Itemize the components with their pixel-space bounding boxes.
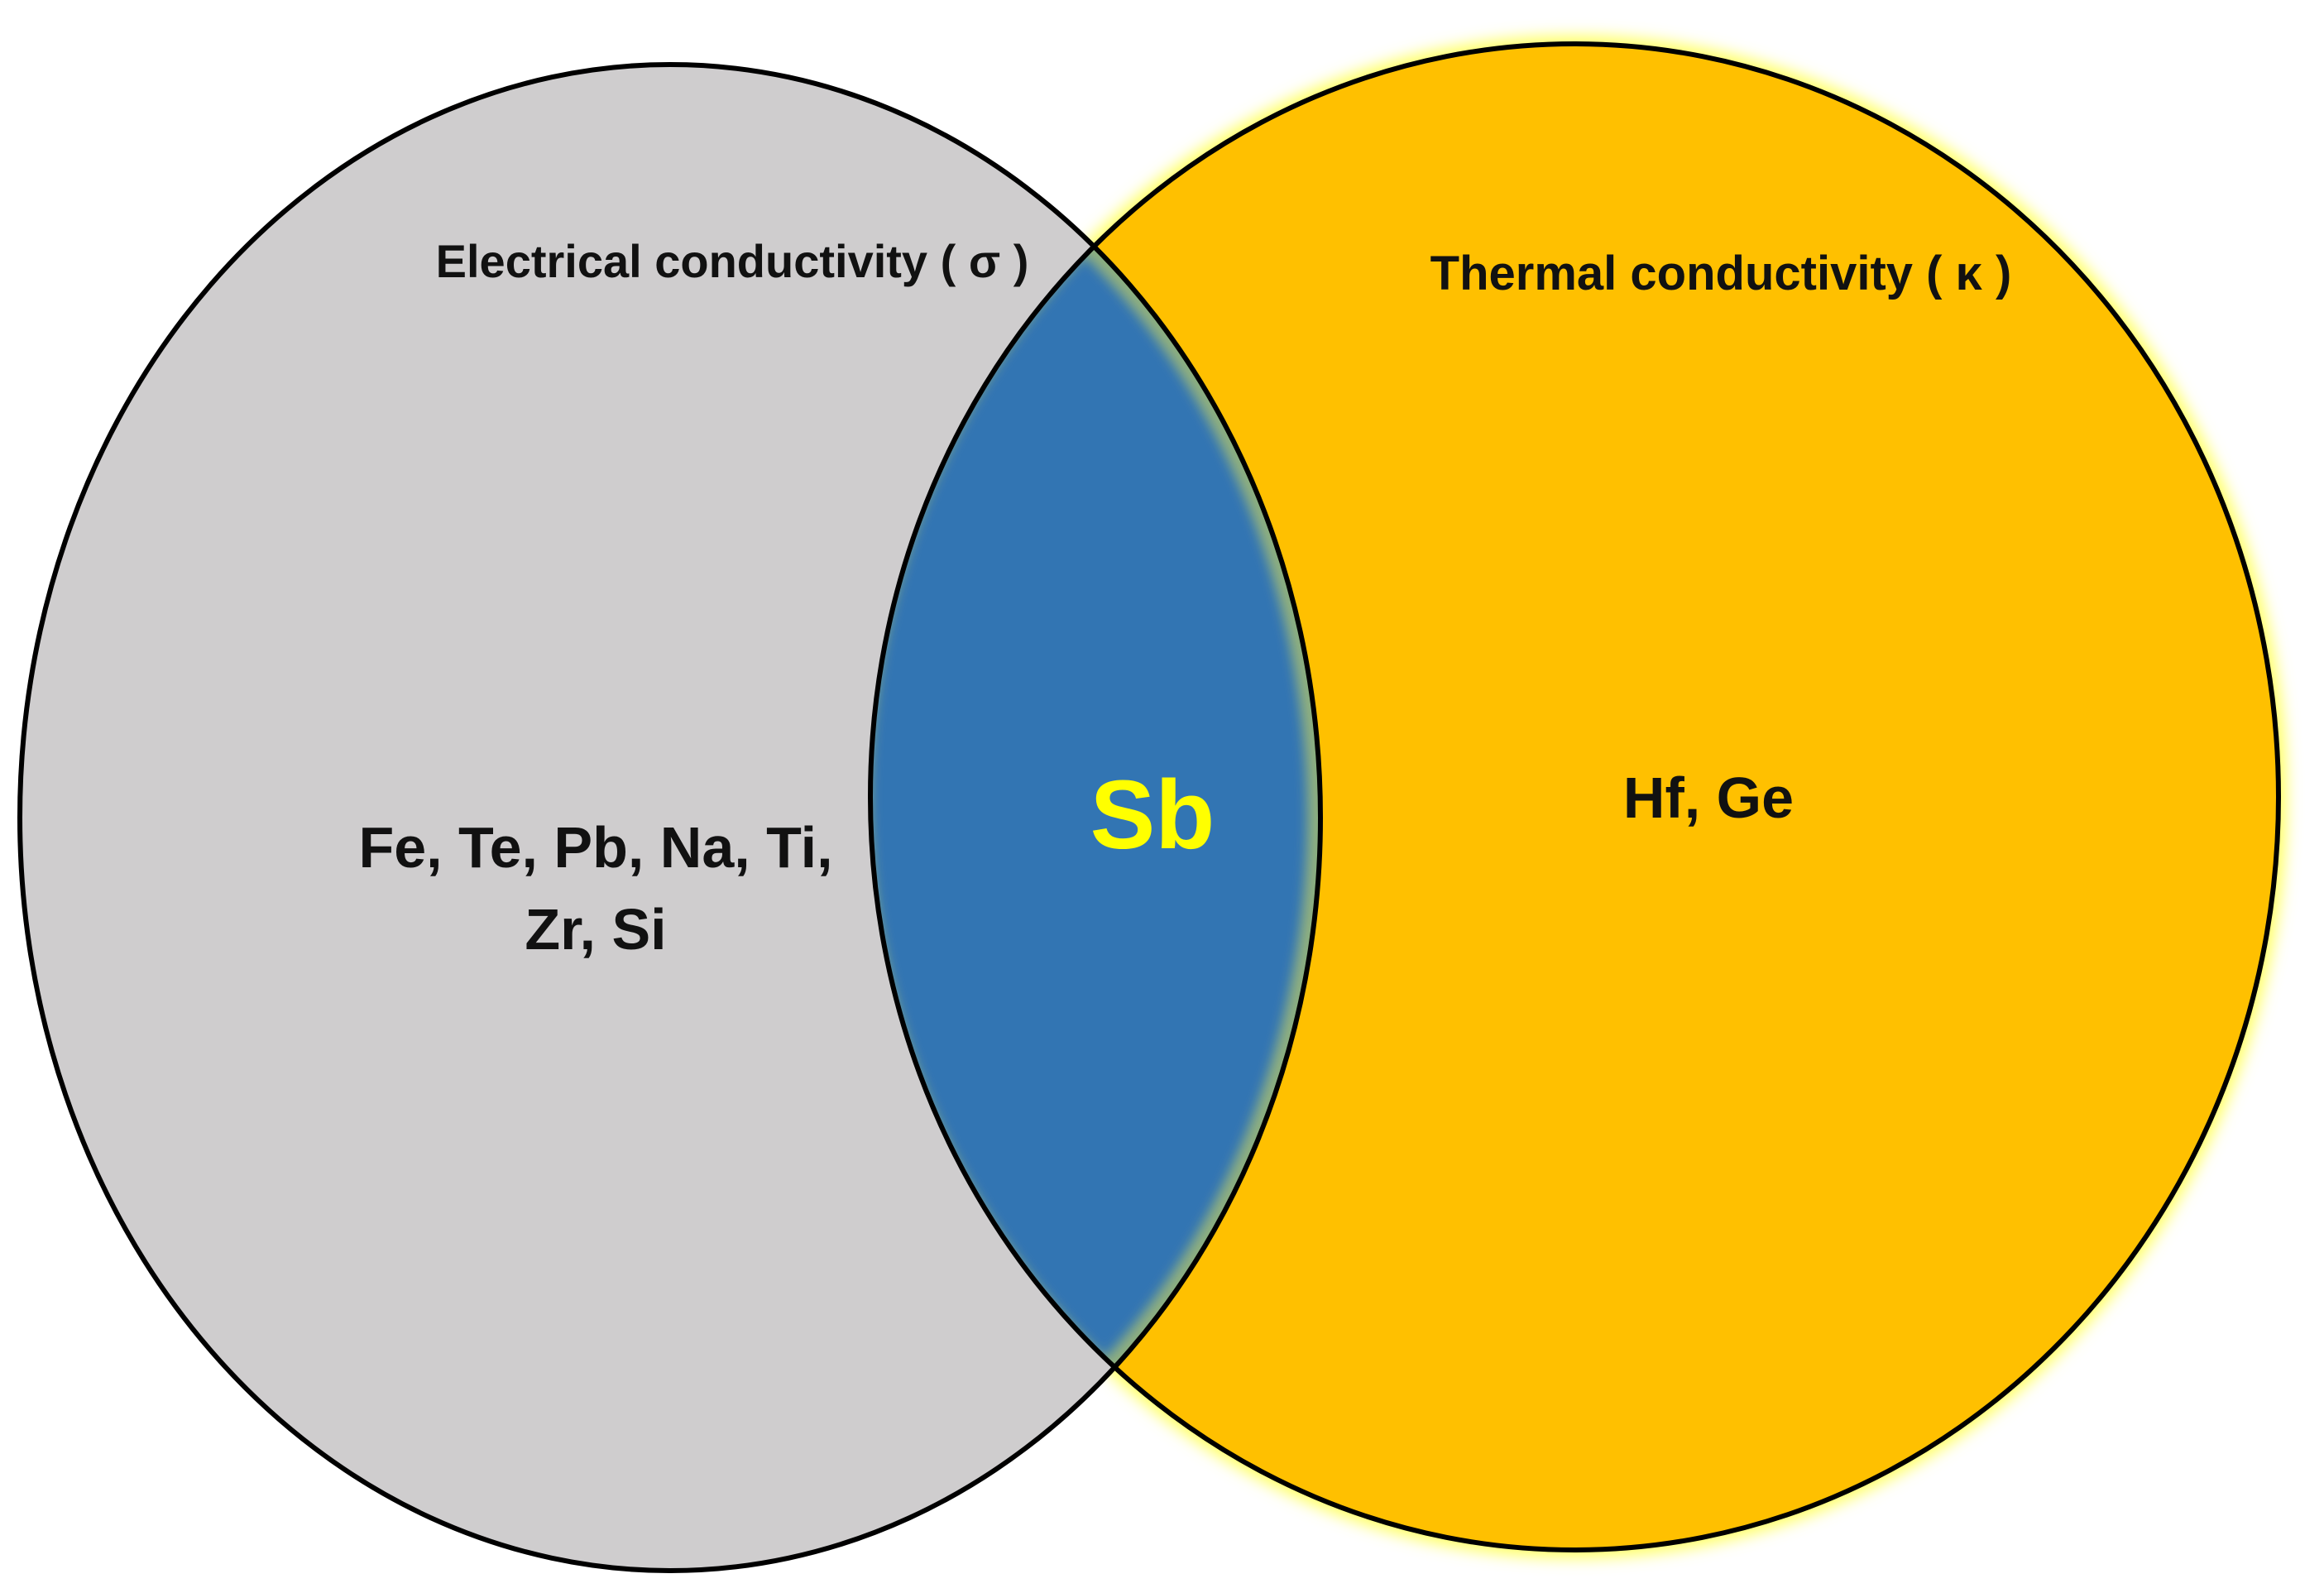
intersection-members: Sb xyxy=(1090,761,1215,870)
left-set-members-line1: Fe, Te, Pb, Na, Ti, xyxy=(358,815,832,880)
left-set-title: Electrical conductivity ( σ ) xyxy=(436,235,1029,287)
left-set-outline xyxy=(17,62,1323,1573)
left-set-members-line2: Zr, Si xyxy=(525,897,666,962)
right-set-outline xyxy=(868,41,2281,1552)
right-set-title: Thermal conductivity ( κ ) xyxy=(1430,247,2012,300)
right-set-members: Hf, Ge xyxy=(1623,765,1794,830)
intersection-region xyxy=(870,78,1307,1550)
